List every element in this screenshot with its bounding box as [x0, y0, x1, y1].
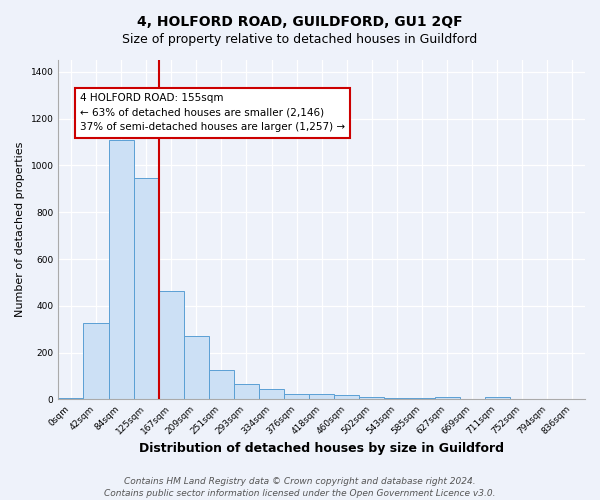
- Bar: [184, 336, 209, 400]
- Text: 4, HOLFORD ROAD, GUILDFORD, GU1 2QF: 4, HOLFORD ROAD, GUILDFORD, GU1 2QF: [137, 15, 463, 29]
- Bar: [359, 396, 385, 400]
- Text: Size of property relative to detached houses in Guildford: Size of property relative to detached ho…: [122, 32, 478, 46]
- Bar: [58, 398, 83, 400]
- Bar: [284, 394, 309, 400]
- Y-axis label: Number of detached properties: Number of detached properties: [15, 142, 25, 318]
- Bar: [334, 396, 359, 400]
- Bar: [309, 394, 334, 400]
- Bar: [434, 397, 460, 400]
- Bar: [83, 324, 109, 400]
- Text: 4 HOLFORD ROAD: 155sqm
← 63% of detached houses are smaller (2,146)
37% of semi-: 4 HOLFORD ROAD: 155sqm ← 63% of detached…: [80, 93, 345, 132]
- Bar: [159, 290, 184, 400]
- Bar: [409, 398, 434, 400]
- Bar: [134, 178, 159, 400]
- Text: Contains HM Land Registry data © Crown copyright and database right 2024.
Contai: Contains HM Land Registry data © Crown c…: [104, 476, 496, 498]
- Bar: [485, 396, 510, 400]
- Bar: [234, 384, 259, 400]
- Bar: [259, 390, 284, 400]
- Bar: [109, 140, 134, 400]
- X-axis label: Distribution of detached houses by size in Guildford: Distribution of detached houses by size …: [139, 442, 504, 455]
- Bar: [385, 398, 409, 400]
- Bar: [209, 370, 234, 400]
